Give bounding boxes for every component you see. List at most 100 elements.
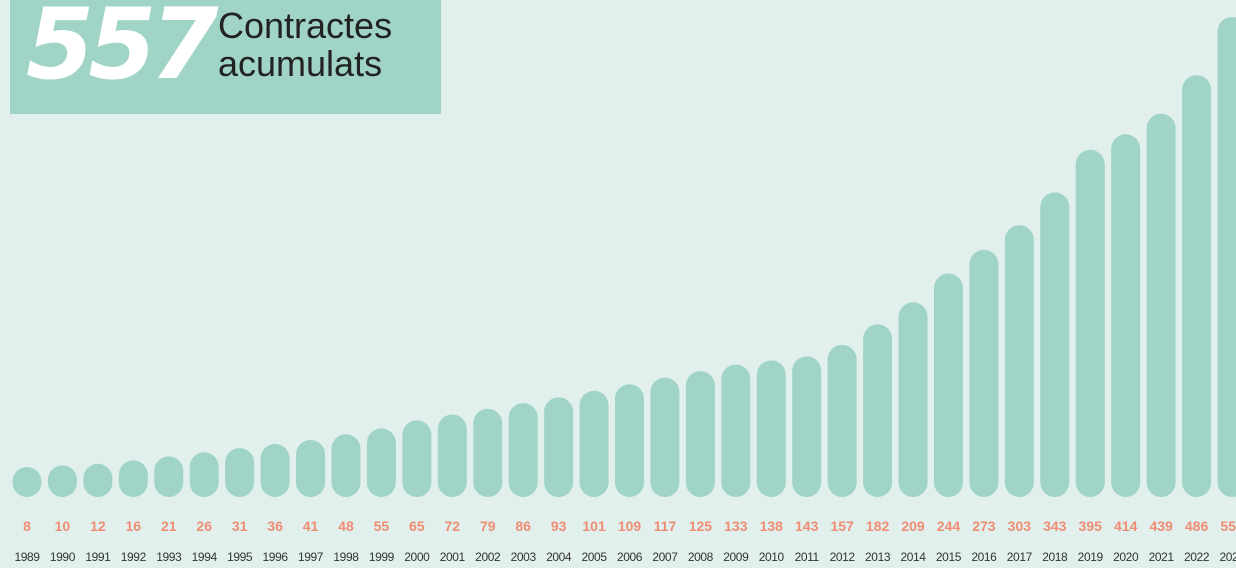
value-label-2006: 109: [618, 518, 642, 534]
bar-1990: [47, 465, 77, 497]
value-label-2019: 395: [1079, 518, 1103, 534]
value-label-2012: 157: [830, 518, 854, 534]
value-label-2009: 133: [724, 518, 748, 534]
year-label-2021: 2021: [1149, 550, 1175, 564]
bar-2000: [402, 420, 432, 497]
header-box: [10, 0, 441, 114]
year-label-2012: 2012: [830, 550, 856, 564]
value-label-2015: 244: [937, 518, 961, 534]
value-label-2013: 182: [866, 518, 890, 534]
year-label-2016: 2016: [971, 550, 997, 564]
bar-1997: [296, 439, 326, 497]
bar-2010: [756, 360, 786, 497]
value-label-2002: 79: [480, 518, 496, 534]
value-label-1999: 55: [374, 518, 390, 534]
value-label-1998: 48: [338, 518, 354, 534]
header-caption-line2: acumulats: [218, 43, 383, 84]
value-label-2023: 557: [1220, 518, 1236, 534]
value-label-2022: 486: [1185, 518, 1209, 534]
value-label-1992: 16: [126, 518, 142, 534]
value-label-1993: 21: [161, 518, 177, 534]
bar-2016: [969, 249, 999, 497]
bar-2019: [1075, 149, 1105, 498]
year-label-1999: 1999: [369, 550, 395, 564]
year-label-2010: 2010: [759, 550, 785, 564]
year-label-2008: 2008: [688, 550, 714, 564]
bar-1991: [83, 463, 113, 497]
year-label-1990: 1990: [50, 550, 76, 564]
bar-2001: [437, 414, 467, 497]
value-label-2016: 273: [972, 518, 996, 534]
bar-2022: [1182, 75, 1212, 497]
value-label-2017: 303: [1008, 518, 1032, 534]
value-label-2003: 86: [515, 518, 531, 534]
year-label-1989: 1989: [14, 550, 40, 564]
year-label-1995: 1995: [227, 550, 253, 564]
year-label-2003: 2003: [511, 550, 537, 564]
header-caption-line1: Contractes: [218, 5, 393, 46]
year-labels-group: 1989 1990 1991 1992 1993 1994 1995 1996 1997 1998…: [14, 550, 1236, 564]
year-label-1993: 1993: [156, 550, 182, 564]
header-caption: Contractes acumulats: [218, 7, 392, 83]
bar-2009: [721, 364, 751, 497]
value-label-2018: 343: [1043, 518, 1067, 534]
year-label-1994: 1994: [192, 550, 218, 564]
year-label-2013: 2013: [865, 550, 891, 564]
bar-2008: [685, 371, 715, 497]
bar-2015: [933, 273, 963, 497]
year-label-2006: 2006: [617, 550, 643, 564]
year-label-1998: 1998: [333, 550, 359, 564]
bar-2011: [792, 356, 822, 497]
bar-2017: [1004, 225, 1034, 497]
value-label-1989: 8: [23, 518, 31, 534]
year-label-1992: 1992: [121, 550, 147, 564]
year-label-2004: 2004: [546, 550, 572, 564]
year-label-2015: 2015: [936, 550, 962, 564]
value-label-2005: 101: [582, 518, 606, 534]
year-label-2005: 2005: [582, 550, 608, 564]
bar-1989: [12, 467, 42, 497]
value-label-2007: 117: [654, 518, 677, 534]
value-label-1996: 36: [267, 518, 283, 534]
year-label-2000: 2000: [404, 550, 430, 564]
value-label-2010: 138: [760, 518, 784, 534]
bar-2012: [827, 344, 857, 497]
bar-1992: [118, 460, 148, 497]
bar-1993: [154, 456, 184, 497]
value-label-1990: 10: [55, 518, 71, 534]
bar-2006: [615, 384, 644, 497]
value-label-1995: 31: [232, 518, 248, 534]
total-count: 557: [26, 0, 219, 102]
bar-2013: [863, 324, 893, 497]
year-label-2001: 2001: [440, 550, 466, 564]
year-label-2023: 2023: [1219, 550, 1236, 564]
year-label-1996: 1996: [263, 550, 289, 564]
bar-2007: [650, 377, 680, 497]
year-label-2019: 2019: [1078, 550, 1104, 564]
year-label-2002: 2002: [475, 550, 501, 564]
value-labels-group: 8 10 12 16 21 26 31 36 41 48 55 65 72 79 86 93 101 109 117…: [23, 518, 1236, 534]
bar-2021: [1146, 113, 1176, 497]
bar-2023: [1217, 17, 1236, 497]
year-label-2022: 2022: [1184, 550, 1210, 564]
value-label-1994: 26: [196, 518, 212, 534]
year-label-2007: 2007: [652, 550, 678, 564]
bar-2005: [579, 390, 609, 497]
year-label-1991: 1991: [85, 550, 111, 564]
year-label-2017: 2017: [1007, 550, 1033, 564]
value-label-2001: 72: [445, 518, 461, 534]
value-label-1997: 41: [303, 518, 319, 534]
year-label-2009: 2009: [723, 550, 749, 564]
value-label-1991: 12: [90, 518, 106, 534]
value-label-2021: 439: [1149, 518, 1173, 534]
bar-2003: [508, 403, 538, 497]
bars-group: [12, 17, 1236, 498]
year-label-2014: 2014: [900, 550, 926, 564]
year-label-1997: 1997: [298, 550, 324, 564]
bar-2018: [1040, 192, 1070, 497]
year-label-2020: 2020: [1113, 550, 1139, 564]
year-label-2011: 2011: [795, 550, 820, 564]
bar-1998: [331, 434, 361, 497]
year-label-2018: 2018: [1042, 550, 1068, 564]
